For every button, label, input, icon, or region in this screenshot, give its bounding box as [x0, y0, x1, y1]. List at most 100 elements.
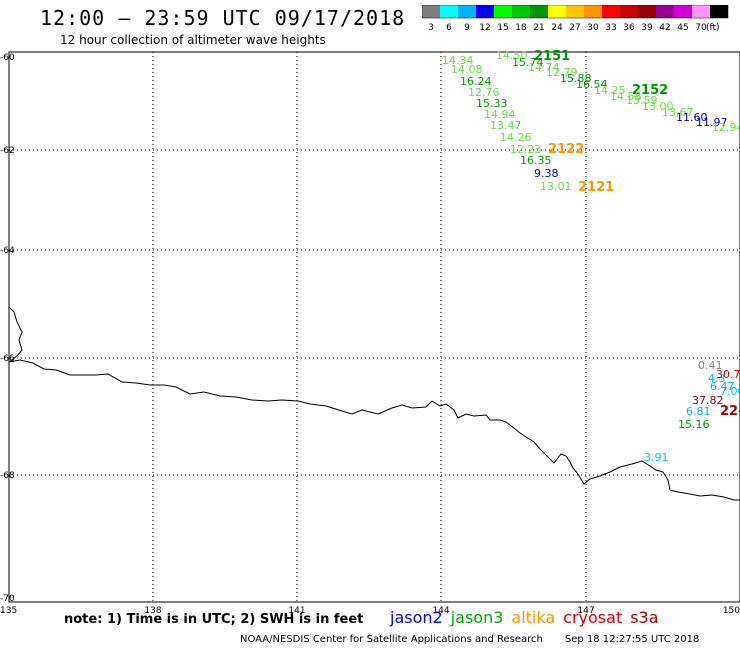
lat-label: -62: [0, 146, 15, 156]
scale-label: 39: [641, 23, 653, 33]
wave-height-label: 22-: [720, 404, 740, 419]
scale-label: 30: [587, 23, 599, 33]
footnote: note: 1) Time is in UTC; 2) SWH is in fe…: [64, 612, 364, 627]
wave-height-label: 2121: [578, 180, 614, 195]
wave-height-label: 12.94: [712, 121, 740, 134]
scale-swatch: [584, 5, 602, 18]
credit-timestamp: Sep 18 12:27:55 UTC 2018: [564, 634, 700, 645]
scale-swatch: [710, 5, 728, 18]
wave-height-label: 7.06: [720, 385, 740, 398]
satellite-s3a: s3a: [630, 608, 659, 627]
scale-label: 21: [533, 23, 544, 33]
scale-swatch: [476, 5, 494, 18]
credit-org: NOAA/NESDIS Center for Satellite Applica…: [240, 634, 543, 645]
scale-label: 18: [515, 23, 527, 33]
wave-height-label: 15.33: [476, 97, 508, 110]
scale-swatch: [548, 5, 566, 18]
scale-swatch: [512, 5, 530, 18]
scale-swatch: [458, 5, 476, 18]
wave-height-label: 14.25: [594, 84, 626, 97]
scale-swatch: [638, 5, 656, 18]
wave-height-label: 13.67: [662, 106, 694, 119]
scale-label: 36: [623, 23, 635, 33]
axis-labels: -60 -62 -64 -66 -68 -70 135 138 141 144 147 150: [0, 53, 740, 616]
satellite-jason2: jason2: [390, 608, 443, 627]
wave-height-label: 13.01: [540, 180, 572, 193]
wave-height-label: 14.34: [442, 54, 474, 67]
lon-label: 135: [0, 606, 17, 616]
wave-height-label: 12.79: [546, 66, 578, 79]
scale-swatch: [656, 5, 674, 18]
wave-height-label: 14.08: [451, 63, 483, 76]
coastline: [8, 306, 740, 501]
wave-height-label: 12.23: [510, 143, 542, 156]
wave-height-label: 13.47: [490, 119, 522, 132]
wave-height-label: 16.54: [576, 78, 608, 91]
wave-height-label: 15.74: [512, 56, 544, 69]
wave-height-label: 3.91: [644, 451, 669, 464]
lon-label: 141: [288, 606, 305, 616]
wave-height-label: 9.38: [534, 167, 559, 180]
wave-height-color-scale: 3 6 9 12 15 18 21 24 27 30 33 36 39 42 45 70 (ft): [422, 5, 729, 33]
scale-swatch: [530, 5, 548, 18]
wave-height-label: 16.24: [460, 75, 492, 88]
scale-label: 27: [569, 23, 580, 33]
wave-height-label: 6.81: [686, 405, 711, 418]
wave-height-label: 11.97: [696, 116, 728, 129]
grid-lines: [9, 52, 740, 602]
scale-label: 70: [695, 23, 707, 33]
scale-swatch: [674, 5, 692, 18]
lat-label: -66: [0, 354, 15, 364]
wave-height-label: 14.74: [528, 61, 560, 74]
scale-swatch: [620, 5, 638, 18]
wave-height-label: 2152: [632, 83, 668, 98]
map-title: 12:00 – 23:59 UTC 09/17/2018: [40, 6, 406, 30]
scale-label: 15: [497, 23, 508, 33]
scale-label: 9: [464, 23, 470, 33]
satellite-altika: altika: [511, 608, 556, 627]
lat-label: -70: [0, 594, 15, 604]
wave-height-label: 14.94: [484, 108, 516, 121]
scale-swatch: [440, 5, 458, 18]
scale-swatch: [494, 5, 512, 18]
satellite-legend: jason2 jason3 altika cryosat s3a: [390, 608, 667, 627]
lon-label: 144: [432, 606, 449, 616]
wave-height-label: 4.3: [708, 372, 726, 385]
lon-label: 147: [577, 606, 594, 616]
wave-height-label: 6.47: [710, 380, 735, 393]
scale-swatch: [692, 5, 710, 18]
map-frame: [8, 51, 740, 603]
satellite-jason3: jason3: [450, 608, 504, 627]
wave-height-label: 30.7: [716, 368, 740, 381]
wave-height-label: 12.76: [468, 86, 500, 99]
lon-label: 150: [723, 606, 740, 616]
scale-label: 6: [446, 23, 452, 33]
scale-label: 3: [428, 23, 434, 33]
scale-swatch: [602, 5, 620, 18]
wave-height-label: 0.41: [698, 359, 723, 372]
wave-height-label: 15.16: [678, 418, 710, 431]
scale-label: 45: [677, 23, 688, 33]
wave-height-label: 15.88: [560, 72, 592, 85]
wave-height-label: 2122: [548, 142, 584, 157]
wave-height-label: 11.60: [676, 111, 708, 124]
scale-label: 42: [659, 23, 670, 33]
scale-label: 33: [605, 23, 616, 33]
wave-height-label: 13.59: [626, 94, 658, 107]
wave-height-label: 14.50: [496, 49, 528, 62]
wave-height-label: 14.26: [500, 131, 532, 144]
scale-swatch: [422, 5, 440, 18]
satellite-cryosat: cryosat: [563, 608, 623, 627]
lat-label: -60: [0, 53, 15, 63]
scale-label: 12: [479, 23, 490, 33]
wave-height-label: 13.00: [642, 100, 674, 113]
scale-unit: (ft): [706, 23, 720, 33]
scale-label: 24: [551, 23, 563, 33]
scale-swatch: [566, 5, 584, 18]
map-subtitle: 12 hour collection of altimeter wave hei…: [60, 33, 326, 47]
lon-label: 138: [144, 606, 161, 616]
wave-height-label: 37.82: [692, 394, 724, 407]
wave-height-label: 14.58: [610, 90, 642, 103]
